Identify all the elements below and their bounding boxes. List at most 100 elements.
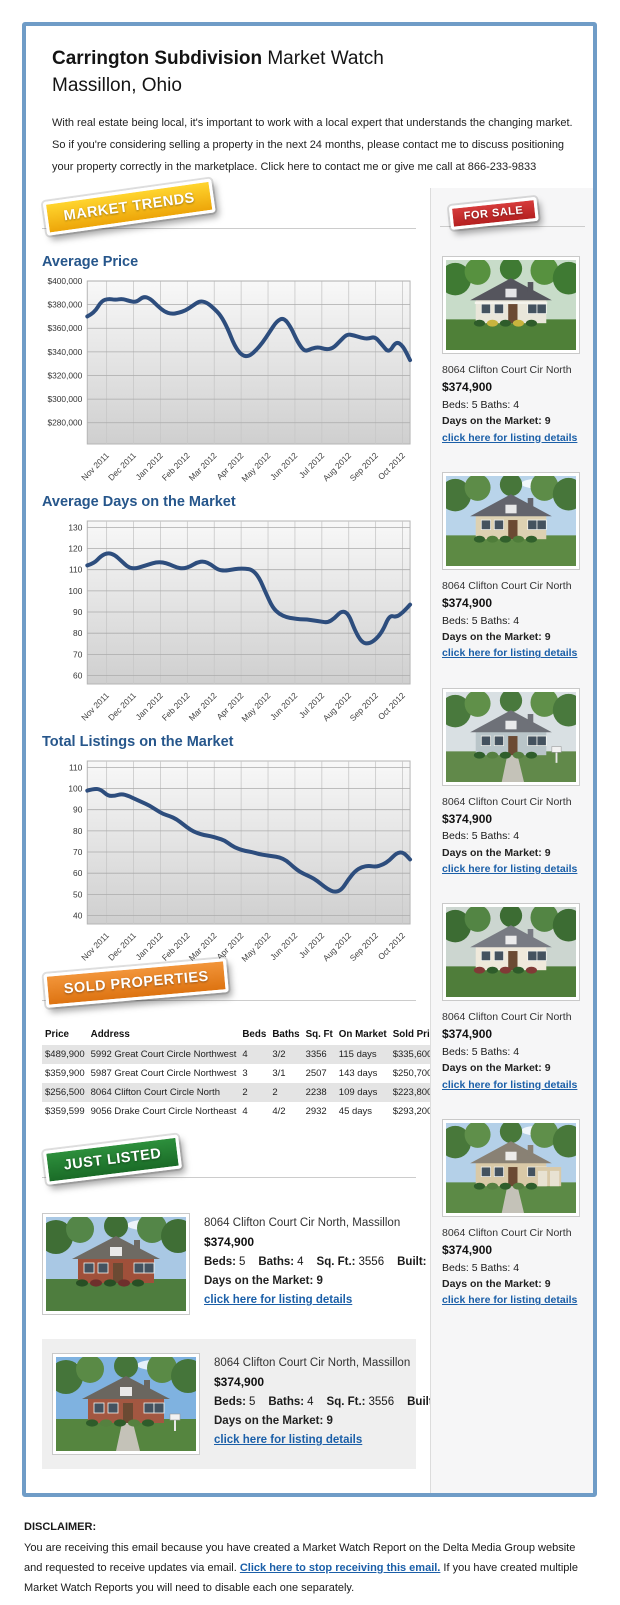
listing-details-link[interactable]: click here for listing details xyxy=(442,647,578,660)
listing-photo[interactable] xyxy=(52,1353,200,1456)
table-cell: 2932 xyxy=(305,1106,327,1118)
svg-text:May 2012: May 2012 xyxy=(239,450,272,484)
svg-text:80: 80 xyxy=(73,628,83,638)
table-header-cell: Beds xyxy=(242,1029,267,1041)
disclaimer-text-before: You are receiving this email because you… xyxy=(24,1541,576,1574)
table-cell: 2 xyxy=(272,1087,278,1099)
listing-price: $374,900 xyxy=(204,1235,255,1250)
listing-photo[interactable] xyxy=(442,687,580,786)
svg-text:$340,000: $340,000 xyxy=(47,347,82,357)
svg-text:90: 90 xyxy=(73,805,83,815)
svg-text:May 2012: May 2012 xyxy=(239,690,272,724)
unsubscribe-link[interactable]: Click here to stop receiving this email. xyxy=(239,1561,441,1574)
svg-text:70: 70 xyxy=(73,649,83,659)
table-cell: 109 days xyxy=(338,1087,378,1099)
for-sale-photo-2 xyxy=(446,475,576,566)
market-trends-badge: MARKET TRENDS xyxy=(42,178,216,237)
svg-text:Sep 2012: Sep 2012 xyxy=(348,930,381,963)
listing-price: $374,900 xyxy=(442,1243,493,1258)
listing-days-on-market: Days on the Market: 9 xyxy=(442,846,551,859)
svg-text:110: 110 xyxy=(69,565,83,575)
listing-details-link[interactable]: click here for listing details xyxy=(442,1294,578,1307)
for-sale-section-header: FOR SALE xyxy=(440,197,585,240)
listing-days-on-market: Days on the Market: 9 xyxy=(204,1274,323,1287)
listing-photo[interactable] xyxy=(442,903,580,1002)
svg-text:Jun 2012: Jun 2012 xyxy=(268,450,300,482)
intro-line: With real estate being local, it's impor… xyxy=(52,117,573,130)
listing-details-link[interactable]: click here for listing details xyxy=(442,431,578,444)
listing-photo[interactable] xyxy=(442,256,580,355)
table-cell: 8064 Clifton Court Circle North xyxy=(90,1087,220,1099)
listing-address: 8064 Clifton Court Cir North, Massillon xyxy=(204,1217,401,1230)
svg-text:Aug 2012: Aug 2012 xyxy=(321,930,354,963)
for-sale-photo-3 xyxy=(446,691,576,782)
table-cell: 5992 Great Court Circle Northwest xyxy=(90,1049,237,1061)
disclaimer-text: You are receiving this email because you… xyxy=(24,1538,594,1599)
for-sale-sidebar: FOR SALE 8064 Clifton Court Cir North $3… xyxy=(430,188,593,1494)
listing-details: 8064 Clifton Court Cir North, Massillon … xyxy=(204,1213,468,1315)
page-subtitle: Massillon, Ohio xyxy=(52,74,182,96)
listing-details-link[interactable]: click here for listing details xyxy=(214,1433,363,1446)
table-header-cell: On Market xyxy=(338,1029,387,1041)
listing-spec: Baths: 4 xyxy=(268,1395,314,1408)
svg-text:Oct 2012: Oct 2012 xyxy=(376,930,407,962)
svg-text:Nov 2011: Nov 2011 xyxy=(79,690,111,723)
listing-spec: Baths: 4 xyxy=(258,1255,304,1268)
for-sale-photo-4 xyxy=(446,907,576,998)
table-cell: 3 xyxy=(242,1068,248,1080)
svg-text:Aug 2012: Aug 2012 xyxy=(321,690,354,723)
listing-photo[interactable] xyxy=(42,1213,190,1316)
newsletter-card: Carrington Subdivision Market Watch Mass… xyxy=(22,22,597,1498)
for-sale-photo-1 xyxy=(446,260,576,351)
for-sale-card-list: 8064 Clifton Court Cir North $374,900 Be… xyxy=(440,256,585,1308)
listing-details-link[interactable]: click here for listing details xyxy=(442,1078,578,1091)
table-cell: 143 days xyxy=(338,1068,378,1080)
table-row: $359,900 5987 Great Court Circle Northwes… xyxy=(42,1064,444,1083)
table-cell: $293,200 xyxy=(392,1106,433,1118)
table-row: $489,900 5992 Great Court Circle Northwes… xyxy=(42,1045,444,1065)
table-cell: $250,700 xyxy=(392,1068,433,1080)
listing-details-link[interactable]: click here for listing details xyxy=(204,1293,353,1306)
svg-text:Oct 2012: Oct 2012 xyxy=(376,690,407,722)
average-days-chart-title: Average Days on the Market xyxy=(42,494,236,511)
listing-address: 8064 Clifton Court Cir North xyxy=(442,1226,572,1239)
main-column: MARKET TRENDS Average Price Nov 2011 Dec … xyxy=(26,178,465,1493)
listing-days-on-market: Days on the Market: 9 xyxy=(442,630,551,643)
svg-text:Sep 2012: Sep 2012 xyxy=(348,690,381,723)
svg-text:Mar 2012: Mar 2012 xyxy=(187,690,219,723)
svg-text:$280,000: $280,000 xyxy=(47,418,82,428)
just-listed-item: 8064 Clifton Court Cir North, Massillon … xyxy=(42,1339,465,1470)
for-sale-card: 8064 Clifton Court Cir North $374,900 Be… xyxy=(442,1118,583,1309)
disclaimer-heading: DISCLAIMER: xyxy=(24,1521,97,1534)
table-cell: 9056 Drake Court Circle Northeast xyxy=(90,1106,237,1118)
table-cell: 45 days xyxy=(338,1106,373,1118)
listing-photo[interactable] xyxy=(442,1118,580,1217)
listing-days-on-market: Days on the Market: 9 xyxy=(214,1414,333,1427)
listing-spec: Sq. Ft.: 3556 xyxy=(316,1255,385,1268)
listing-address: 8064 Clifton Court Cir North xyxy=(442,1011,572,1024)
table-row: $359,599 9056 Drake Court Circle Northeas… xyxy=(42,1102,444,1121)
listing-photo[interactable] xyxy=(442,471,580,570)
disclaimer: DISCLAIMER: You are receiving this email… xyxy=(24,1517,594,1598)
listing-details-link[interactable]: click here for listing details xyxy=(442,862,578,875)
listing-beds-baths: Beds: 5 Baths: 4 xyxy=(442,1046,520,1059)
svg-text:60: 60 xyxy=(73,868,83,878)
listing-price: $374,900 xyxy=(442,380,493,395)
table-cell: 3356 xyxy=(305,1049,327,1061)
svg-text:Mar 2012: Mar 2012 xyxy=(187,930,219,963)
table-cell: $256,500 xyxy=(45,1087,85,1099)
svg-text:100: 100 xyxy=(68,586,82,596)
table-cell: 3/2 xyxy=(272,1049,286,1061)
svg-text:110: 110 xyxy=(69,762,83,772)
svg-text:130: 130 xyxy=(68,522,82,532)
average-price-chart-title: Average Price xyxy=(42,254,139,271)
svg-text:Dec 2011: Dec 2011 xyxy=(106,930,138,963)
svg-text:$400,000: $400,000 xyxy=(47,276,82,286)
table-cell: 4 xyxy=(242,1049,248,1061)
svg-text:Feb 2012: Feb 2012 xyxy=(160,450,192,483)
table-cell: 2 xyxy=(242,1087,248,1099)
table-cell: $335,600 xyxy=(392,1049,433,1061)
svg-text:Dec 2011: Dec 2011 xyxy=(106,690,138,723)
